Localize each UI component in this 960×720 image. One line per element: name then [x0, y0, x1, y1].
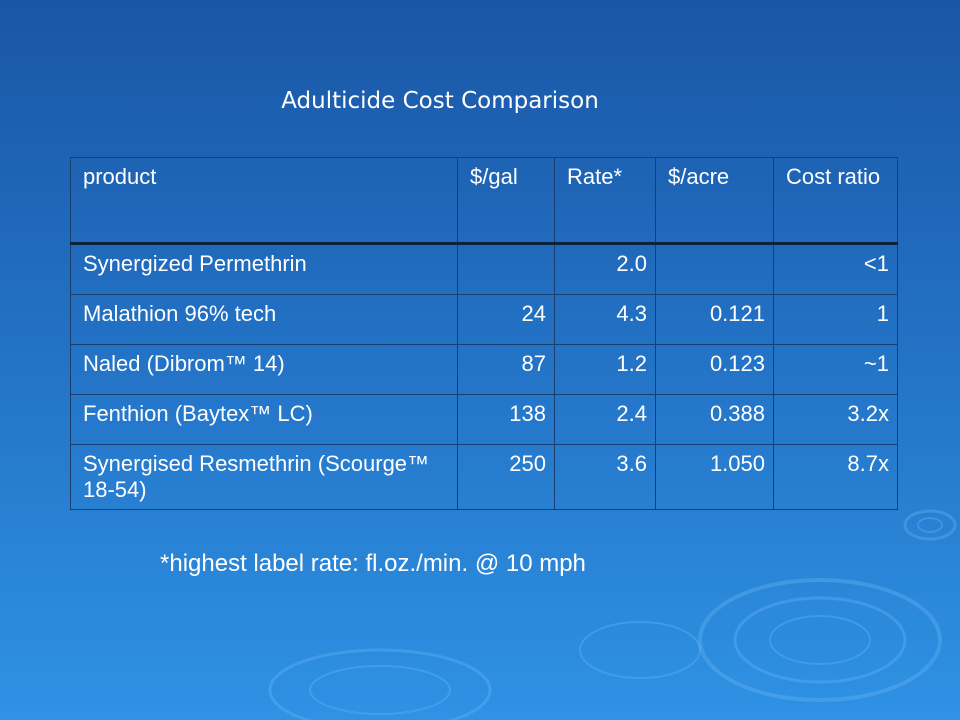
table-cell: <1: [773, 243, 898, 295]
table-cell: [457, 243, 555, 295]
table-cell: 8.7x: [773, 444, 898, 510]
table-row: Fenthion (Baytex™ LC) 138 2.4 0.388 3.2x: [70, 394, 898, 445]
table-cell: 3.6: [554, 444, 656, 510]
table-cell: 1.2: [554, 344, 656, 395]
table-cell: 138: [457, 394, 555, 445]
table-cell: ~1: [773, 344, 898, 395]
table-cell: 24: [457, 294, 555, 345]
header-cell: $/gal: [457, 157, 555, 245]
slide-title: Adulticide Cost Comparison: [281, 88, 599, 114]
footnote: *highest label rate: fl.oz./min. @ 10 mp…: [160, 550, 586, 577]
table-cell: 3.2x: [773, 394, 898, 445]
table-cell: Malathion 96% tech: [70, 294, 458, 345]
table-cell: 1: [773, 294, 898, 345]
header-cell: $/acre: [655, 157, 774, 245]
header-row: product $/gal Rate* $/acre Cost ratio: [70, 157, 898, 245]
header-cell: Cost ratio: [773, 157, 898, 245]
table-cell: 1.050: [655, 444, 774, 510]
table-cell: 0.123: [655, 344, 774, 395]
table-row: Synergized Permethrin 2.0 <1: [70, 243, 898, 295]
table-cell: Naled (Dibrom™ 14): [70, 344, 458, 395]
table-cell: Synergised Resmethrin (Scourge™ 18-54): [70, 444, 458, 510]
header-cell: Rate*: [554, 157, 656, 245]
table-cell: 250: [457, 444, 555, 510]
table-cell: 0.388: [655, 394, 774, 445]
table-row: Malathion 96% tech 24 4.3 0.121 1: [70, 294, 898, 345]
table-cell: 0.121: [655, 294, 774, 345]
table-cell: [655, 243, 774, 295]
table-cell: Synergized Permethrin: [70, 243, 458, 295]
table-cell: Fenthion (Baytex™ LC): [70, 394, 458, 445]
table-row: Synergised Resmethrin (Scourge™ 18-54) 25…: [70, 444, 898, 510]
table-cell: 87: [457, 344, 555, 395]
table-cell: 4.3: [554, 294, 656, 345]
header-cell: product: [70, 157, 458, 245]
cost-table: product $/gal Rate* $/acre Cost ratio Synerg…: [70, 157, 898, 510]
table-cell: 2.4: [554, 394, 656, 445]
table-row: Naled (Dibrom™ 14) 87 1.2 0.123 ~1: [70, 344, 898, 395]
table-cell: 2.0: [554, 243, 656, 295]
